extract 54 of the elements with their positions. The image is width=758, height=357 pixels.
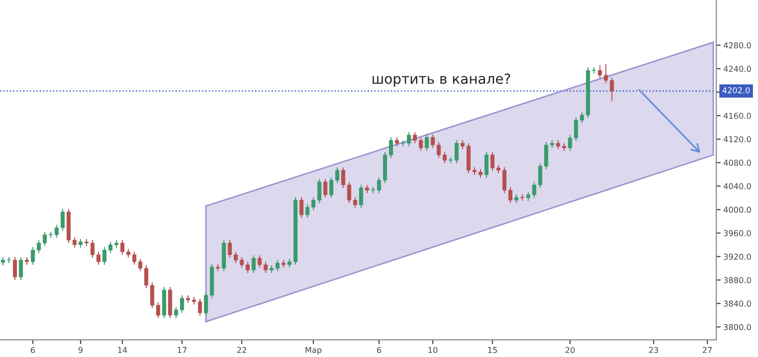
candlestick xyxy=(276,260,280,272)
y-tick-label: 3960.0 xyxy=(724,230,751,236)
y-tick-label: 4160.0 xyxy=(724,112,751,119)
x-tick-label: 6 xyxy=(377,346,382,354)
y-tick-label: 4280.0 xyxy=(724,42,751,48)
x-tick-label: 22 xyxy=(237,346,246,353)
candlestick xyxy=(508,186,512,204)
y-tick-label: 3920.0 xyxy=(724,254,751,260)
y-tick-label: 4120.0 xyxy=(724,136,751,142)
ref-line-label: 4202.0 xyxy=(722,87,750,94)
candlestick xyxy=(406,132,411,147)
y-tick-label: 3880.0 xyxy=(724,277,751,284)
y-tick-label: 4000.0 xyxy=(724,206,751,213)
candlestick xyxy=(388,136,393,158)
annotation: шортить в канале? xyxy=(372,73,510,87)
candlestick xyxy=(90,240,95,258)
x-tick-label: 27 xyxy=(702,346,712,353)
x-tick-label: 23 xyxy=(649,346,658,354)
x-tick-label: 20 xyxy=(566,346,575,354)
candlestick xyxy=(574,116,578,142)
candlestick xyxy=(174,306,178,319)
x-tick-label: Мар xyxy=(306,347,322,355)
candlestick xyxy=(598,64,602,79)
candlestick xyxy=(568,134,572,152)
candlestick xyxy=(96,251,100,266)
candlestick xyxy=(252,254,256,274)
candlestick xyxy=(108,241,112,254)
y-tick-label: 4240.0 xyxy=(724,66,751,72)
candlestick xyxy=(502,166,506,194)
candlestick xyxy=(18,256,23,280)
candlestick xyxy=(198,298,202,316)
x-tick-label: 9 xyxy=(78,346,83,354)
candlestick xyxy=(305,204,310,218)
candlestick xyxy=(490,152,494,172)
candlestick xyxy=(359,184,364,208)
candlestick xyxy=(580,112,584,124)
candlestick xyxy=(323,178,328,198)
y-tick-label: 3840.0 xyxy=(724,300,751,307)
y-tick-label: 4040.0 xyxy=(724,183,751,190)
candlestick xyxy=(299,196,304,218)
candlestick xyxy=(102,246,106,266)
candlestick xyxy=(424,134,429,152)
candlestick xyxy=(377,176,382,194)
candlestick xyxy=(484,152,488,178)
y-tick-label: 4080.0 xyxy=(724,160,751,166)
x-tick-label: 17 xyxy=(178,347,186,353)
x-tick-label: 14 xyxy=(118,347,128,353)
y-tick-label: 3800.0 xyxy=(724,324,751,330)
x-tick-label: 10 xyxy=(428,346,438,354)
candlestick xyxy=(180,294,184,314)
candlestick xyxy=(12,256,17,280)
candlestick xyxy=(204,292,208,316)
x-tick-label: 15 xyxy=(488,347,497,354)
x-tick-label: 6 xyxy=(30,346,35,354)
